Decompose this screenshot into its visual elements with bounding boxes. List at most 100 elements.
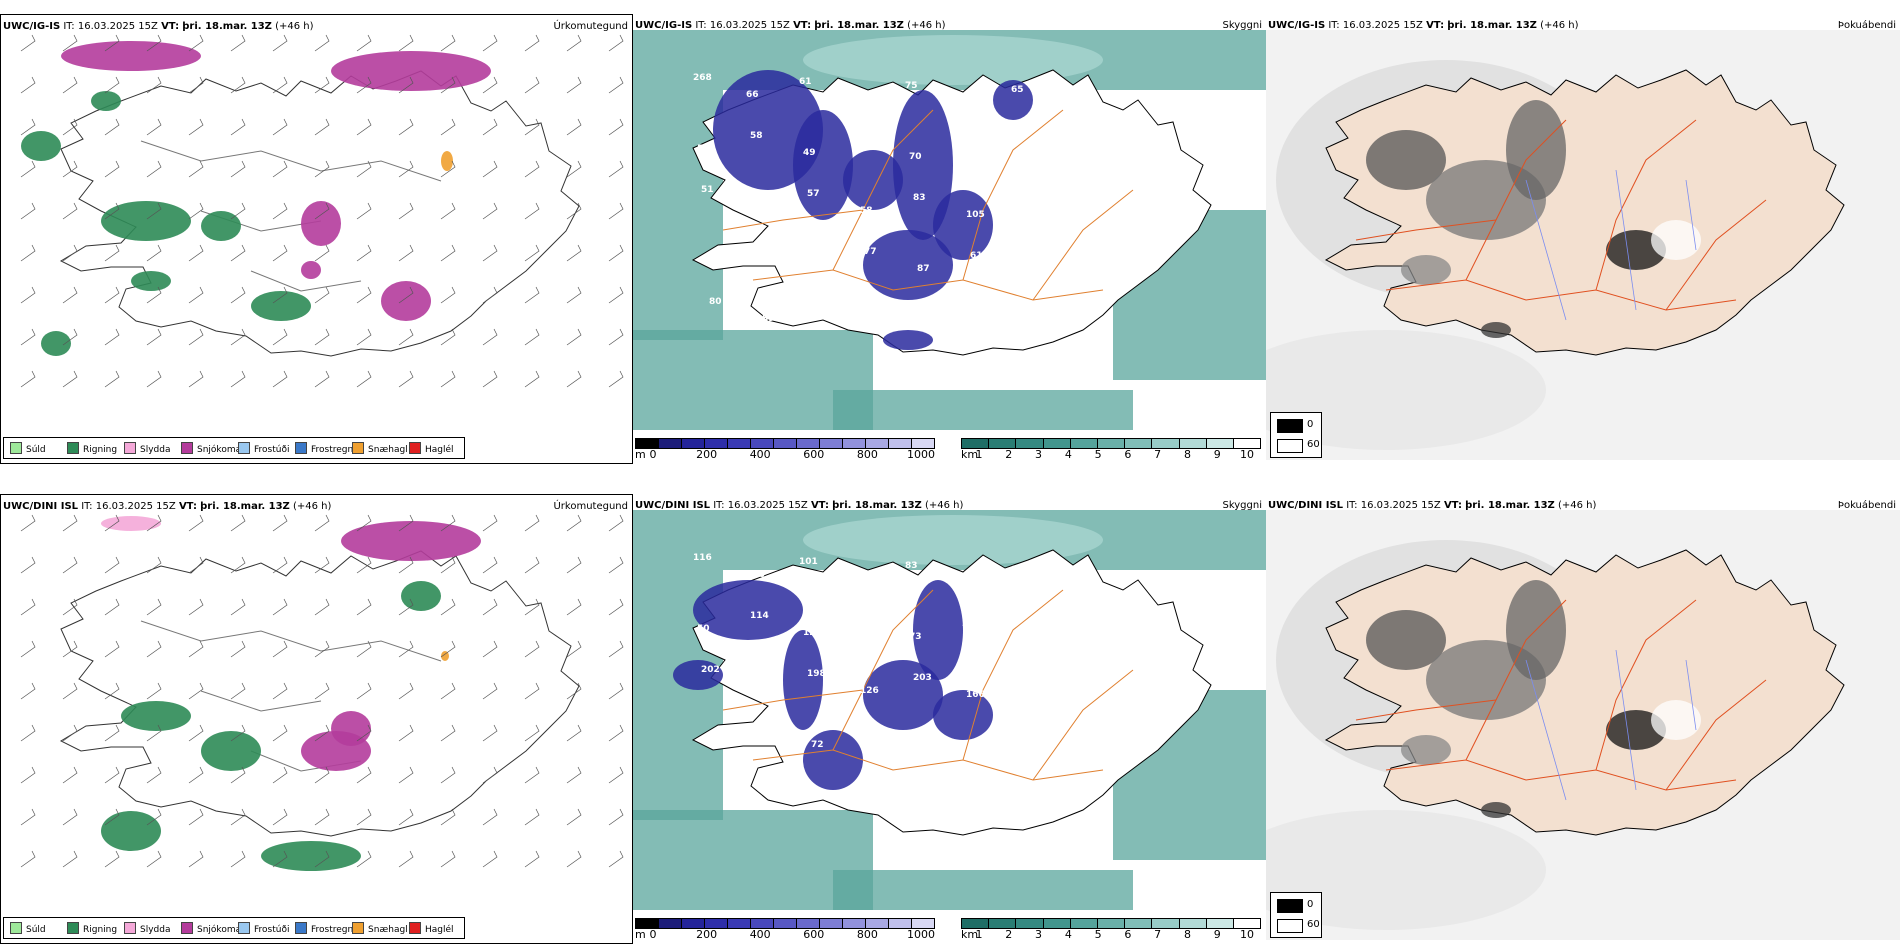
- cloudbase-value-label: 65: [958, 578, 971, 588]
- legend-swatch: [352, 442, 364, 454]
- legend-label: Frostregn: [311, 925, 354, 935]
- cloudbase-value-label: 49: [754, 202, 767, 212]
- cloudbase-value-label: 396: [746, 570, 765, 580]
- cloudbase-value-label: 100: [705, 256, 724, 266]
- legend-swatch: [238, 922, 250, 934]
- colorbar-cell: [1097, 919, 1126, 928]
- legend-label: Rigning: [83, 925, 118, 935]
- panel-title: UWC/IG-IS IT: 16.03.2025 15Z VT: þri. 18…: [1268, 20, 1579, 31]
- colorbar-cell: [636, 439, 659, 448]
- colorbar-tick: 4: [1064, 928, 1072, 941]
- panel-type-label: Þokuábendi: [1837, 500, 1896, 511]
- precip-legend-item: Haglél: [409, 922, 454, 935]
- cloudbase-value-label: 116: [1019, 197, 1038, 207]
- colorbar-tick: 1: [975, 448, 983, 461]
- colorbar-cell: [728, 439, 751, 448]
- legend-label: Snjókoma: [197, 925, 242, 935]
- legend-label: Slydda: [140, 925, 171, 935]
- fog-legend-swatch: [1277, 899, 1303, 913]
- colorbar-cell: [751, 919, 774, 928]
- colorbar-cell: [1070, 919, 1098, 928]
- fog-map: [1266, 510, 1900, 940]
- colorbar-cell: [962, 919, 990, 928]
- panel-title: UWC/DINI ISL IT: 16.03.2025 15Z VT: þri.…: [635, 500, 964, 511]
- cloudbase-value-label: 89: [762, 314, 775, 324]
- colorbar-unit: km: [961, 928, 979, 941]
- colorbar-tick: 2: [1005, 448, 1013, 461]
- colorbar-cell: [1233, 919, 1261, 928]
- cloudbase-value-label: 166: [966, 690, 985, 700]
- colorbar-tick: 600: [803, 448, 825, 461]
- colorbar-cell: [1206, 439, 1234, 448]
- fog-legend: 0 60: [1270, 892, 1322, 938]
- colorbar-tick: 0: [649, 448, 657, 461]
- colorbar-cell: [1043, 919, 1071, 928]
- cloudbase-colorbar: m 0 200 400 600 800 1000: [635, 438, 935, 462]
- colorbar-cell: [866, 439, 889, 448]
- visibility-colorbar: km 1 2 3 4 5 6 7 8 9 10: [961, 918, 1261, 942]
- panel-title: UWC/IG-IS IT: 16.03.2025 15Z VT: þri. 18…: [3, 21, 314, 32]
- cloudbase-map: 268 66 61 83 75 62 65 64 55 58 49 47 70 95 65 50 51 49 57 5…: [633, 30, 1266, 430]
- colorbar-tick: 400: [749, 448, 771, 461]
- fog-indicator-panel-bottom: UWC/DINI ISL IT: 16.03.2025 15Z VT: þri.…: [1266, 494, 1900, 944]
- legend-swatch: [181, 922, 193, 934]
- cloudbase-value-label: 122: [803, 628, 822, 638]
- cloudbase-value-label: 65: [1015, 156, 1028, 166]
- cloudbase-value-label: 101: [799, 557, 818, 567]
- colorbar-cell: [682, 439, 705, 448]
- cloudbase-value-label: 72: [1076, 255, 1089, 265]
- legend-label: Frostúði: [254, 925, 290, 935]
- fog-legend-label: 60: [1307, 439, 1320, 450]
- colorbar-cell: [989, 439, 1017, 448]
- panel-title: UWC/DINI ISL IT: 16.03.2025 15Z VT: þri.…: [1268, 500, 1597, 511]
- colorbar-cell: [912, 919, 934, 928]
- colorbar-cell: [774, 439, 797, 448]
- precip-legend-item: Slydda: [124, 442, 170, 455]
- colorbar-cell: [797, 919, 820, 928]
- colorbar-cell: [989, 919, 1017, 928]
- colorbar-tick: 3: [1035, 448, 1043, 461]
- precip-legend: Súld Rigning Slydda Snjókoma Frostúði Frostre…: [3, 917, 465, 939]
- colorbar-tick: 800: [856, 928, 878, 941]
- colorbar-tick: 8: [1183, 448, 1191, 461]
- cloudbase-value-label: 125: [856, 615, 875, 625]
- colorbar-cells: [635, 438, 935, 449]
- colorbar-cell: [1206, 919, 1234, 928]
- legend-label: Rigning: [83, 445, 118, 455]
- colorbar-cell: [1097, 439, 1126, 448]
- legend-label: Haglél: [425, 445, 454, 455]
- legend-label: Snjókoma: [197, 445, 242, 455]
- precip-legend-item: Snjókoma: [181, 442, 241, 455]
- cloudbase-map: 116 396 101 99 83 65 92 53 50 114 122 125 73 273 284 72…: [633, 510, 1266, 910]
- cloudbase-value-label: 65: [1011, 85, 1024, 95]
- visibility-colorbar: km 1 2 3 4 5 6 7 8 9 10: [961, 438, 1261, 462]
- cloudbase-value-label: 83: [905, 561, 918, 571]
- colorbar-cell: [1125, 439, 1153, 448]
- colorbar-tick: 9: [1213, 928, 1221, 941]
- precip-legend-item: Rigning: [67, 922, 117, 935]
- colorbar-tick: 400: [749, 928, 771, 941]
- colorbar-cell: [1016, 439, 1044, 448]
- legend-swatch: [67, 922, 79, 934]
- cloudbase-value-label: 83: [913, 193, 926, 203]
- colorbar-tick: 10: [1240, 448, 1254, 461]
- cloudbase-value-label: 55: [697, 144, 710, 154]
- cloudbase-colorbar: m 0 200 400 600 800 1000: [635, 918, 935, 942]
- colorbar-tick: 600: [803, 928, 825, 941]
- colorbar-cell: [866, 919, 889, 928]
- colorbar-tick: 4: [1064, 448, 1072, 461]
- colorbar-cell: [751, 439, 774, 448]
- cloudbase-value-label: 268: [693, 73, 712, 83]
- colorbar-tick: 6: [1124, 928, 1132, 941]
- legend-label: Súld: [26, 925, 46, 935]
- colorbar-cell: [962, 439, 990, 448]
- precip-map: [20, 34, 624, 388]
- precip-legend-item: Snæhagl: [352, 922, 408, 935]
- colorbar-unit: km: [961, 448, 979, 461]
- cloudbase-value-label: 47: [856, 135, 869, 145]
- legend-swatch: [295, 442, 307, 454]
- colorbar-cell: [912, 439, 934, 448]
- precip-map: [20, 514, 624, 871]
- legend-swatch: [10, 922, 22, 934]
- cloudbase-value-label: 27: [917, 744, 930, 754]
